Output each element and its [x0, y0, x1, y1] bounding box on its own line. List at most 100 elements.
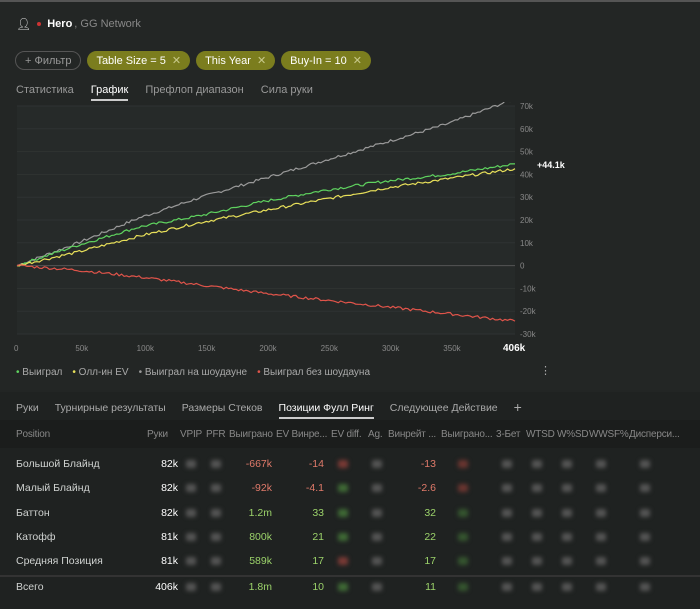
- position-cell: Катофф: [16, 530, 56, 543]
- hidden-stat-cell: [502, 484, 512, 493]
- y-tick-label: 70k: [520, 102, 534, 111]
- tab-hand-strength[interactable]: Сила руки: [260, 84, 313, 96]
- column-header[interactable]: W%SD: [557, 429, 589, 440]
- tab-stack-sizes[interactable]: Размеры Стеков: [181, 402, 263, 414]
- hidden-stat-cell: [640, 484, 650, 493]
- column-header[interactable]: PFR: [206, 429, 226, 440]
- hidden-stat-cell: [562, 557, 572, 566]
- tab-preflop-range[interactable]: Префлоп диапазон: [145, 84, 244, 96]
- hidden-stat-cell: [502, 460, 512, 468]
- winrate-cell: 11: [425, 581, 436, 593]
- add-tab-button[interactable]: +: [513, 399, 522, 415]
- legend-non-showdown[interactable]: • Выиграл без шоудауна: [257, 367, 371, 378]
- won-cell: 800k: [249, 530, 272, 543]
- series-line: [16, 163, 516, 267]
- filter-chip-table-size[interactable]: Table Size = 5 ✕: [87, 51, 191, 70]
- table-row[interactable]: Средняя Позиция 81k 589k 17 17: [0, 549, 700, 573]
- column-header[interactable]: Руки: [147, 429, 168, 440]
- winrate-cell: 22: [424, 530, 436, 543]
- y-tick-label: -20k: [520, 307, 537, 316]
- hidden-stat-cell: [640, 583, 650, 591]
- x-tick-label: 350k: [443, 344, 461, 353]
- ev-winrate-cell: 33: [312, 506, 324, 519]
- legend-showdown[interactable]: • Выиграл на шоудауне: [138, 367, 248, 378]
- position-cell: Большой Блайнд: [16, 458, 100, 470]
- column-header[interactable]: Ag.: [368, 429, 383, 440]
- column-header[interactable]: Выиграно: [229, 429, 273, 440]
- stats-tabs: Руки Турнирные результаты Размеры Стеков…: [16, 399, 522, 419]
- hidden-stat-cell: [458, 557, 468, 566]
- tab-next-action[interactable]: Следующее Действие: [389, 402, 498, 414]
- hidden-stat-cell: [211, 508, 221, 517]
- close-icon[interactable]: ✕: [352, 55, 362, 67]
- winrate-cell: -2.6: [417, 482, 436, 495]
- column-header[interactable]: Дисперси...: [629, 429, 680, 440]
- tab-stats[interactable]: Статистика: [16, 84, 74, 96]
- column-header[interactable]: 3-Бет: [496, 429, 521, 440]
- filter-chip-buy-in[interactable]: Buy-In = 10 ✕: [281, 51, 371, 70]
- hidden-stat-cell: [338, 460, 348, 468]
- tab-hands[interactable]: Руки: [16, 402, 39, 414]
- x-tick-label: 406k: [503, 343, 526, 354]
- winrate-cell: -13: [420, 458, 436, 470]
- graph-panel: 👤︎ Hero, GG Network + Фильтр Table Size …: [0, 0, 700, 378]
- y-tick-label: 0: [520, 262, 525, 271]
- legend-won[interactable]: • Выиграл: [16, 367, 63, 378]
- hidden-stat-cell: [562, 583, 572, 591]
- column-header[interactable]: Винрейт ...: [388, 429, 436, 440]
- y-tick-label: 20k: [520, 216, 534, 225]
- hidden-stat-cell: [562, 508, 572, 517]
- column-header[interactable]: EV Винре...: [276, 429, 328, 440]
- table-row[interactable]: Баттон 82k 1.2m 33 32: [0, 501, 700, 525]
- y-tick-label: -30k: [520, 330, 537, 339]
- tab-full-ring-positions[interactable]: Позиции Фулл Ринг: [278, 402, 374, 419]
- hidden-stat-cell: [640, 557, 650, 566]
- table-row[interactable]: Малый Блайнд 82k -92k -4.1 -2.6: [0, 476, 700, 500]
- hidden-stat-cell: [502, 557, 512, 566]
- hidden-stat-cell: [532, 460, 542, 468]
- hidden-stat-cell: [458, 484, 468, 493]
- close-icon[interactable]: ✕: [256, 55, 267, 67]
- x-tick-label: 0: [14, 344, 19, 353]
- more-options-icon[interactable]: ⋮: [540, 365, 551, 377]
- hidden-stat-cell: [372, 583, 382, 591]
- series-line: [16, 264, 516, 322]
- hidden-stat-cell: [372, 532, 382, 541]
- player-header: 👤︎ Hero, GG Network: [16, 17, 141, 31]
- table-row[interactable]: Большой Блайнд 82k -667k -14 -13: [0, 452, 700, 476]
- column-header[interactable]: Выиграно...: [441, 429, 493, 440]
- position-cell: Малый Блайнд: [16, 482, 90, 495]
- hidden-stat-cell: [562, 532, 572, 541]
- chip-label: This Year: [205, 54, 251, 67]
- y-tick-label: 40k: [520, 170, 534, 179]
- column-header[interactable]: EV diff.: [331, 429, 362, 440]
- column-header[interactable]: WWSF%: [589, 429, 629, 440]
- legend-allin-ev[interactable]: • Олл-ин EV: [72, 367, 129, 378]
- column-header[interactable]: Position: [16, 429, 50, 440]
- table-header: Position Руки VPIP PFR Выиграно EV Винре... EV…: [0, 420, 700, 448]
- hidden-stat-cell: [338, 484, 348, 493]
- tab-tournament-results[interactable]: Турнирные результаты: [54, 402, 166, 414]
- won-cell: -92k: [251, 482, 272, 495]
- table-row[interactable]: Всего 406k 1.8m 10 11: [0, 575, 700, 599]
- winrate-cell: 17: [424, 555, 436, 568]
- won-cell: 589k: [249, 555, 272, 568]
- y-tick-label: 10k: [520, 239, 534, 248]
- table-row[interactable]: Катофф 81k 800k 21 22: [0, 525, 700, 549]
- ev-winrate-cell: -14: [308, 458, 324, 470]
- divider: [0, 575, 700, 577]
- add-filter-button[interactable]: + Фильтр: [15, 51, 82, 70]
- hidden-stat-cell: [186, 583, 196, 591]
- tab-graph[interactable]: График: [90, 84, 129, 101]
- hidden-stat-cell: [338, 557, 348, 566]
- hidden-stat-cell: [338, 583, 348, 591]
- filter-chip-this-year[interactable]: This Year ✕: [196, 51, 276, 70]
- hidden-stat-cell: [640, 508, 650, 517]
- hidden-stat-cell: [211, 557, 221, 566]
- hidden-stat-cell: [186, 557, 196, 566]
- close-icon[interactable]: ✕: [171, 55, 182, 67]
- column-header[interactable]: VPIP: [180, 429, 202, 440]
- hands-cell: 81k: [161, 530, 178, 543]
- position-cell: Всего: [16, 581, 44, 593]
- column-header[interactable]: WTSD: [526, 429, 555, 440]
